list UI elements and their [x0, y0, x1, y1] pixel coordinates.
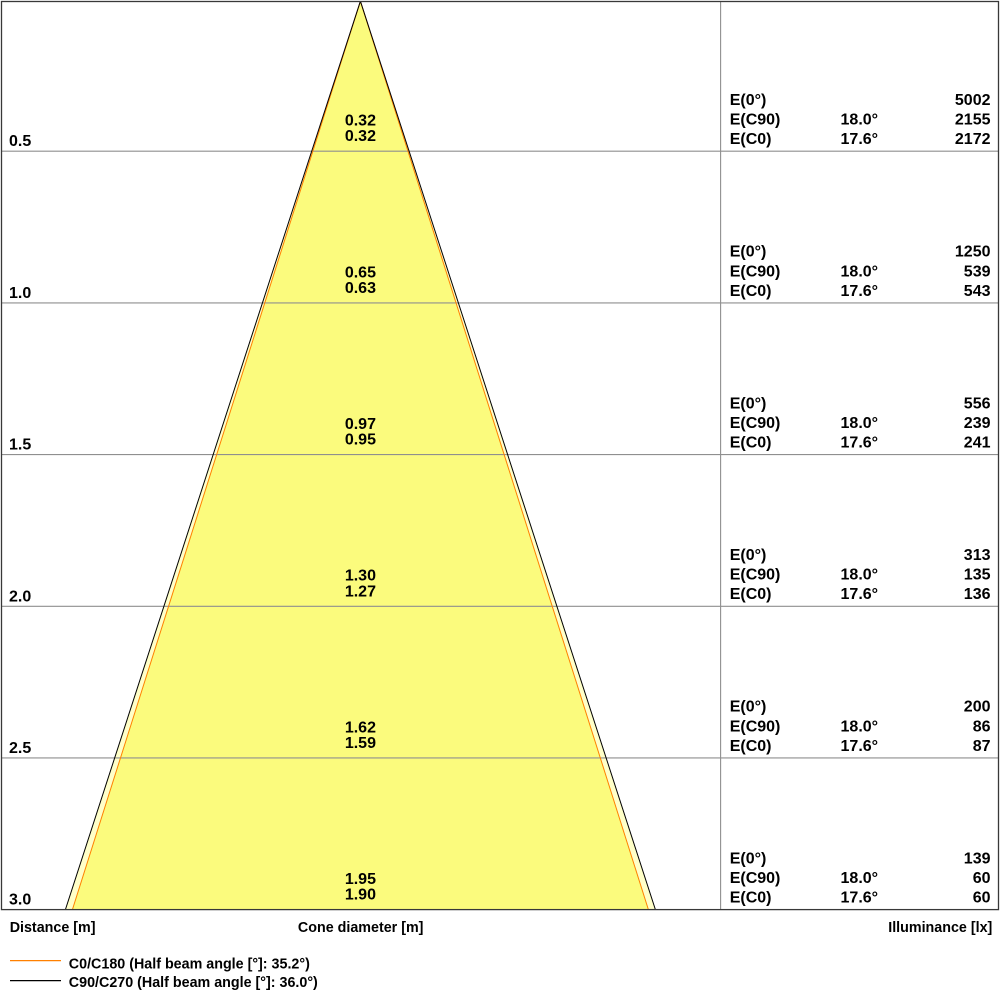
- svg-text:556: 556: [964, 395, 991, 412]
- svg-text:2.0: 2.0: [9, 588, 31, 605]
- svg-text:241: 241: [964, 435, 991, 452]
- svg-text:5002: 5002: [955, 92, 991, 109]
- svg-text:18.0°: 18.0°: [841, 870, 879, 887]
- svg-text:0.65: 0.65: [345, 264, 376, 281]
- svg-text:0.32: 0.32: [345, 113, 376, 130]
- svg-text:139: 139: [964, 850, 991, 867]
- svg-text:17.6°: 17.6°: [841, 435, 879, 452]
- svg-text:2172: 2172: [955, 131, 991, 148]
- svg-text:1250: 1250: [955, 244, 991, 261]
- svg-text:17.6°: 17.6°: [841, 890, 879, 907]
- svg-text:E(C90): E(C90): [730, 870, 781, 887]
- svg-text:E(C90): E(C90): [730, 567, 781, 584]
- svg-text:E(C90): E(C90): [730, 263, 781, 280]
- svg-text:E(0°): E(0°): [730, 244, 767, 261]
- svg-text:E(C0): E(C0): [730, 283, 772, 300]
- svg-text:E(C90): E(C90): [730, 112, 781, 129]
- svg-text:0.5: 0.5: [9, 133, 31, 150]
- svg-text:0.97: 0.97: [345, 416, 376, 433]
- svg-text:86: 86: [973, 718, 991, 735]
- svg-text:543: 543: [964, 283, 991, 300]
- svg-text:C0/C180 (Half beam angle [°]:: C0/C180 (Half beam angle [°]: 35.2°): [69, 956, 310, 972]
- svg-text:E(C0): E(C0): [730, 435, 772, 452]
- svg-text:1.27: 1.27: [345, 583, 376, 600]
- svg-text:E(0°): E(0°): [730, 547, 767, 564]
- svg-text:539: 539: [964, 263, 991, 280]
- svg-text:1.95: 1.95: [345, 871, 376, 888]
- svg-text:18.0°: 18.0°: [841, 567, 879, 584]
- svg-text:17.6°: 17.6°: [841, 131, 879, 148]
- svg-text:60: 60: [973, 890, 991, 907]
- svg-text:17.6°: 17.6°: [841, 283, 879, 300]
- svg-text:E(0°): E(0°): [730, 92, 767, 109]
- svg-text:18.0°: 18.0°: [841, 415, 879, 432]
- svg-text:1.59: 1.59: [345, 735, 376, 752]
- svg-text:0.63: 0.63: [345, 280, 376, 297]
- svg-text:C90/C270 (Half beam angle [°]:: C90/C270 (Half beam angle [°]: 36.0°): [69, 975, 318, 991]
- svg-text:E(C90): E(C90): [730, 415, 781, 432]
- svg-text:3.0: 3.0: [9, 892, 31, 909]
- svg-text:E(0°): E(0°): [730, 699, 767, 716]
- svg-text:17.6°: 17.6°: [841, 738, 879, 755]
- svg-text:1.62: 1.62: [345, 719, 376, 736]
- svg-text:87: 87: [973, 738, 991, 755]
- svg-text:17.6°: 17.6°: [841, 586, 879, 603]
- svg-text:1.0: 1.0: [9, 285, 31, 302]
- svg-text:E(C0): E(C0): [730, 586, 772, 603]
- svg-text:200: 200: [964, 699, 991, 716]
- svg-text:18.0°: 18.0°: [841, 718, 879, 735]
- svg-text:18.0°: 18.0°: [841, 112, 879, 129]
- svg-text:E(C0): E(C0): [730, 131, 772, 148]
- svg-text:135: 135: [964, 567, 991, 584]
- svg-text:Illuminance [lx]: Illuminance [lx]: [888, 920, 992, 936]
- svg-text:E(0°): E(0°): [730, 850, 767, 867]
- svg-text:E(C90): E(C90): [730, 718, 781, 735]
- svg-text:2.5: 2.5: [9, 740, 31, 757]
- svg-text:239: 239: [964, 415, 991, 432]
- svg-text:1.90: 1.90: [345, 887, 376, 904]
- svg-text:0.32: 0.32: [345, 128, 376, 145]
- svg-text:E(C0): E(C0): [730, 890, 772, 907]
- svg-text:Distance [m]: Distance [m]: [10, 920, 96, 936]
- svg-text:E(0°): E(0°): [730, 395, 767, 412]
- svg-text:136: 136: [964, 586, 991, 603]
- svg-text:18.0°: 18.0°: [841, 263, 879, 280]
- svg-text:E(C0): E(C0): [730, 738, 772, 755]
- svg-text:60: 60: [973, 870, 991, 887]
- svg-text:Cone diameter [m]: Cone diameter [m]: [298, 920, 424, 936]
- svg-text:313: 313: [964, 547, 991, 564]
- svg-text:1.5: 1.5: [9, 437, 31, 454]
- svg-text:1.30: 1.30: [345, 568, 376, 585]
- svg-text:0.95: 0.95: [345, 432, 376, 449]
- svg-text:2155: 2155: [955, 112, 991, 129]
